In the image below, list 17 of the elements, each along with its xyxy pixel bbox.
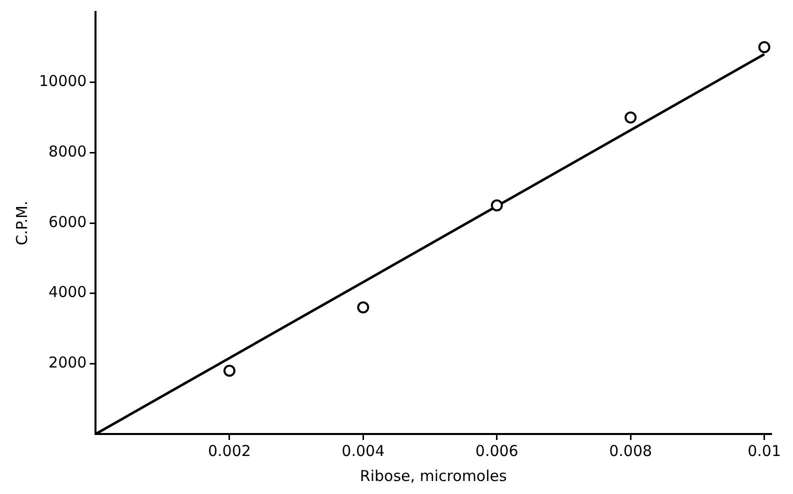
- y-tick-label: 10000: [39, 72, 87, 90]
- point: [223, 364, 236, 377]
- y-tick-label: 8000: [48, 142, 87, 161]
- point: [758, 41, 770, 54]
- x-tick-label: 0.008: [609, 442, 652, 460]
- x-axis-title: Ribose, micromoles: [360, 466, 507, 485]
- x-tick-label: 0.002: [208, 442, 251, 460]
- point: [490, 199, 503, 212]
- y-tick-label: 6000: [48, 212, 87, 231]
- point: [624, 112, 637, 124]
- x-tick-label: 0.004: [342, 442, 385, 460]
- x-tick-label: 0.01: [748, 442, 782, 460]
- y-tick-label: 2000: [48, 354, 87, 372]
- x-tick-label: 0.006: [475, 442, 518, 460]
- y-tick-label: 4000: [48, 283, 87, 302]
- point: [357, 301, 370, 314]
- y-axis-title: C.P.M.: [12, 200, 31, 246]
